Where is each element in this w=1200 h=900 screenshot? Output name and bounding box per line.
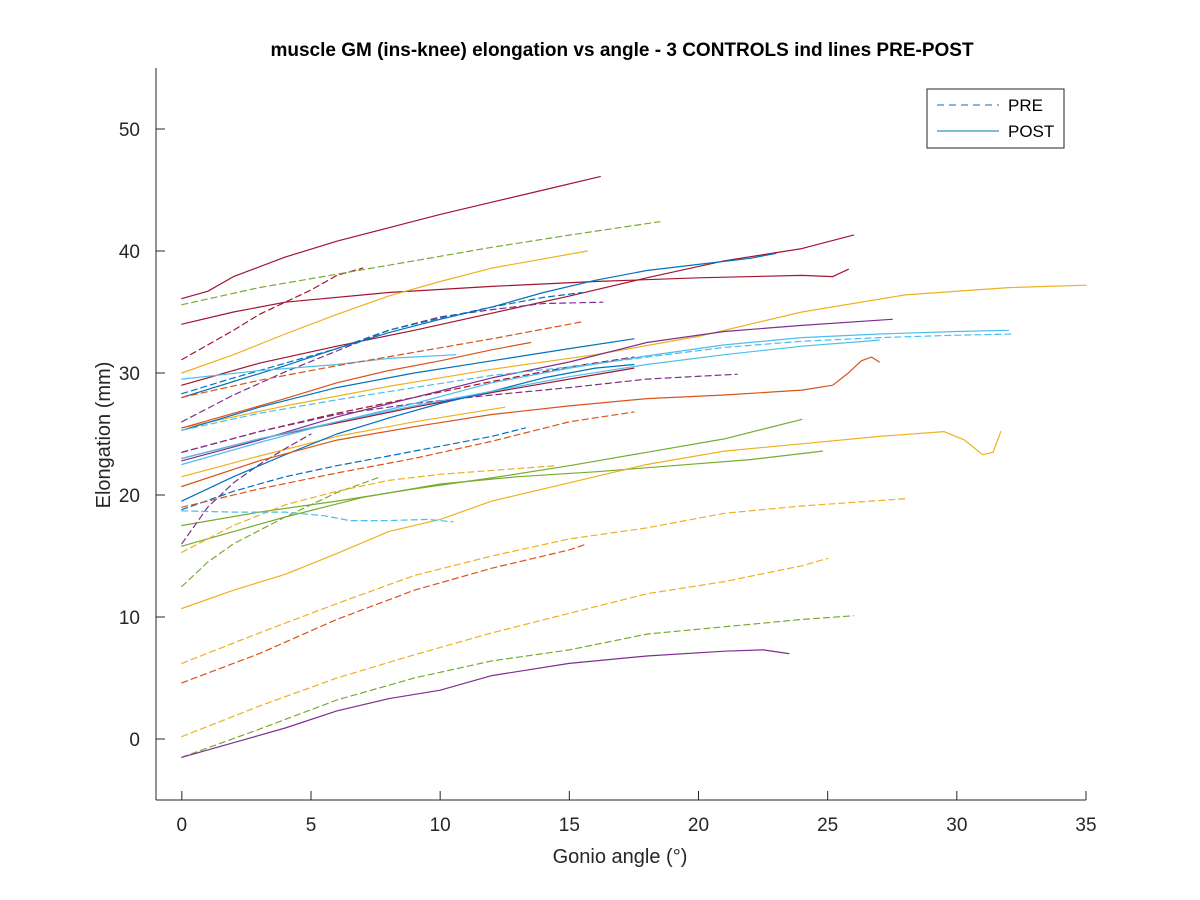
y-tick-label: 20: [119, 486, 140, 507]
series-line-7-pre: [181, 221, 661, 306]
x-tick-label: 10: [430, 815, 451, 836]
y-tick-label: 30: [119, 364, 140, 385]
series-line-17-pre: [181, 498, 906, 665]
x-tick-label: 20: [688, 815, 709, 836]
x-tick-label: 30: [946, 815, 967, 836]
series-line-29-post: [181, 339, 880, 459]
plot-lines: [181, 176, 1087, 758]
series-line-25-post: [181, 363, 635, 502]
y-tick-label: 0: [129, 730, 140, 751]
legend: PRE POST: [926, 88, 1065, 149]
series-line-10-post: [181, 418, 803, 527]
legend-post-label: POST: [1008, 122, 1054, 141]
series-line-28-pre: [181, 427, 527, 511]
y-axis-label: Elongation (mm): [93, 362, 115, 509]
series-line-36-pre: [181, 543, 589, 684]
series-line-15-post: [181, 431, 1002, 610]
series-line-35-post: [181, 341, 532, 429]
series-line-1-post: [181, 176, 601, 300]
series-line-5-pre: [181, 267, 364, 361]
chart-title: muscle GM (ins-knee) elongation vs angle…: [270, 40, 974, 61]
series-line-27-pre: [181, 291, 583, 395]
y-tick-label: 50: [119, 120, 140, 141]
axis-ticks: 0 5 10 15 20 25 30 35 0 10 20 30 40 50: [119, 120, 1097, 836]
x-tick-label: 35: [1075, 815, 1096, 836]
x-tick-label: 5: [306, 815, 317, 836]
series-line-22-pre: [181, 373, 738, 453]
series-line-26-post: [181, 338, 635, 431]
series-line-20-post: [181, 649, 790, 758]
series-line-32-pre: [181, 510, 454, 523]
series-line-16-pre: [181, 465, 558, 553]
x-tick-label: 25: [817, 815, 838, 836]
series-line-31-post: [181, 354, 457, 380]
series-line-9-pre: [181, 615, 855, 758]
series-line-34-post: [181, 356, 880, 488]
series-line-18-pre: [181, 557, 829, 738]
x-tick-label: 15: [559, 815, 580, 836]
series-line-19-post: [181, 318, 893, 462]
series-line-12-post: [181, 250, 589, 374]
series-line-14-post: [181, 284, 1087, 429]
series-line-13-post: [181, 406, 506, 478]
x-tick-label: 0: [177, 815, 188, 836]
legend-box: [926, 88, 1065, 149]
series-line-23-pre: [181, 433, 312, 545]
x-axis-label: Gonio angle (°): [553, 846, 688, 868]
series-line-37-pre: [181, 411, 635, 508]
series-line-3-post: [181, 268, 849, 325]
series-line-38-pre: [181, 321, 583, 398]
y-tick-label: 10: [119, 608, 140, 629]
series-line-33-pre: [181, 333, 1015, 431]
legend-pre-label: PRE: [1008, 96, 1043, 115]
y-tick-label: 40: [119, 242, 140, 263]
series-line-11-post: [181, 450, 824, 547]
